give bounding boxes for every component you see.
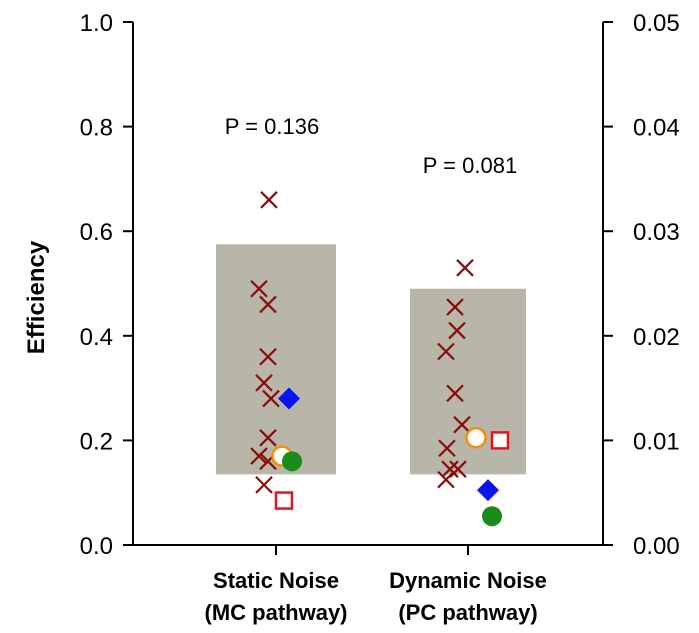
filled-circle-point: [282, 451, 302, 472]
open-square-point: [274, 491, 294, 510]
x-category-label: Static Noise: [213, 568, 339, 593]
cross-point: [446, 384, 464, 403]
cross-point: [260, 191, 278, 209]
range-box-1: [216, 244, 336, 475]
cross-point: [255, 476, 273, 494]
data-points: [250, 191, 510, 527]
y-tick-label-left: 0.2: [80, 428, 113, 455]
cross-point: [441, 460, 459, 478]
cross-point: [453, 415, 471, 434]
y-tick-label-right: 0.04: [633, 115, 680, 142]
range-boxes: [216, 244, 526, 475]
diamond-point: [278, 387, 300, 410]
x-category-label: Dynamic Noise: [389, 568, 547, 593]
diamond-point: [477, 479, 499, 502]
open-square-point: [490, 431, 510, 450]
cross-point: [437, 470, 455, 489]
cross-point: [448, 321, 466, 340]
cross-point: [250, 279, 268, 298]
y-tick-label-right: 0.00: [633, 533, 680, 560]
y-tick-label-right: 0.02: [633, 324, 680, 351]
y-tick-label-right: 0.01: [633, 428, 680, 455]
p-value-annotation: P = 0.136: [225, 114, 319, 139]
cross-point: [259, 295, 277, 314]
y-tick-label-left: 1.0: [80, 10, 113, 37]
cross-point: [259, 347, 277, 366]
p-value-annotation: P = 0.081: [423, 153, 517, 178]
cross-point: [250, 447, 268, 465]
cross-point: [446, 298, 464, 316]
x-category-sublabel: (PC pathway): [398, 600, 537, 625]
y-tick-label-left: 0.8: [80, 115, 113, 142]
cross-point: [262, 389, 280, 408]
x-category-sublabel: (MC pathway): [205, 600, 348, 625]
y-tick-label-right: 0.03: [633, 219, 680, 246]
open-circle-point: [465, 427, 487, 449]
filled-circle-point: [482, 506, 502, 527]
cross-point: [255, 374, 273, 392]
y-tick-label-right: 0.05: [633, 10, 680, 37]
axes: [123, 21, 613, 555]
cross-point: [437, 342, 455, 361]
cross-point: [438, 439, 456, 458]
y-axis-label: Efficiency: [23, 240, 50, 354]
labels: 0.0 0.2 0.4 0.6 0.8 1.0 0.00 0.01 0.02 0.03 0.04 0.…: [23, 10, 680, 625]
y-tick-label-left: 0.0: [80, 533, 113, 560]
cross-point: [456, 259, 474, 277]
y-tick-label-left: 0.4: [80, 324, 113, 351]
y-tick-label-left: 0.6: [80, 219, 113, 246]
cross-point: [259, 429, 277, 447]
